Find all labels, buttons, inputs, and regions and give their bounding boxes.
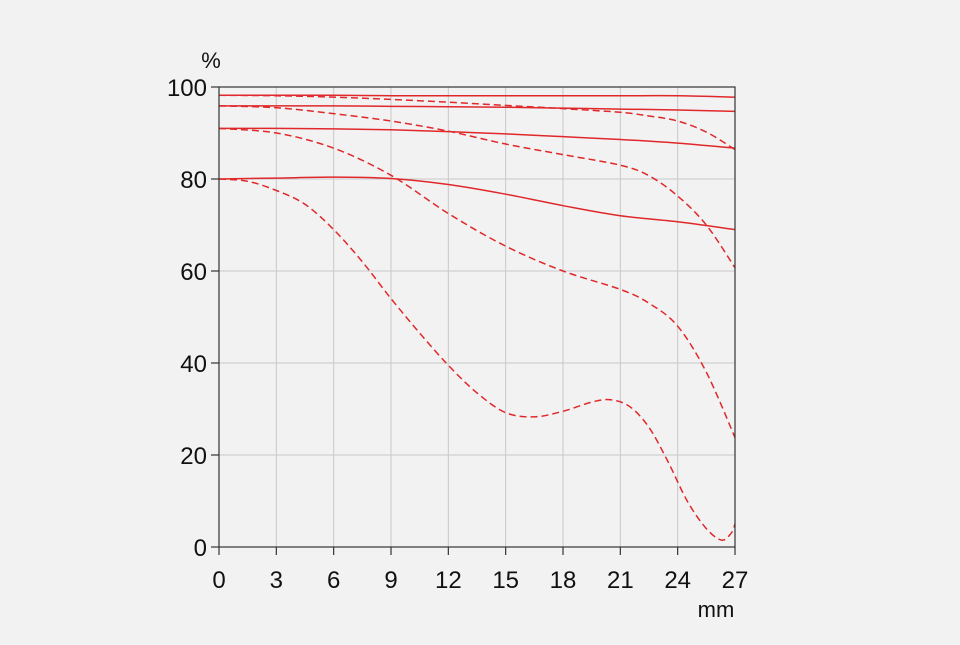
x-tick-label: 18 [550,567,577,594]
series-layer [218,94,736,541]
axis-layer: 0 3 6 9 12 15 18 21 24 27 0 20 40 60 80 100 [167,75,748,594]
dashed-series-line-8 [218,178,736,541]
x-tick-label: 0 [212,567,225,594]
plot-frame [218,86,736,548]
solid-series-line-2 [218,105,736,113]
grid-layer [219,87,735,547]
solid-series-line-4 [218,176,736,231]
x-tick-label: 3 [270,567,283,594]
y-axis-label: % [201,48,221,73]
y-tick-label: 40 [180,351,207,378]
x-axis-label: mm [698,597,735,622]
y-tick-label: 0 [194,535,207,562]
dashed-series-line-5 [218,94,736,151]
x-tick-label: 27 [722,567,749,594]
solid-series-line-3 [218,127,736,149]
x-tick-label: 12 [435,567,462,594]
dashed-series-line-7 [218,127,736,438]
solid-series-line-1 [219,94,736,98]
x-tick-label: 9 [384,567,397,594]
y-tick-label: 20 [180,443,207,470]
y-tick-label: 80 [180,167,207,194]
x-tick-label: 21 [607,567,634,594]
x-tick-label: 15 [492,567,519,594]
x-tick-label: 6 [327,567,340,594]
dashed-series-line-6 [218,105,736,269]
x-tick-label: 24 [664,567,691,594]
y-tick-label: 100 [167,75,207,102]
y-tick-label: 60 [180,259,207,286]
